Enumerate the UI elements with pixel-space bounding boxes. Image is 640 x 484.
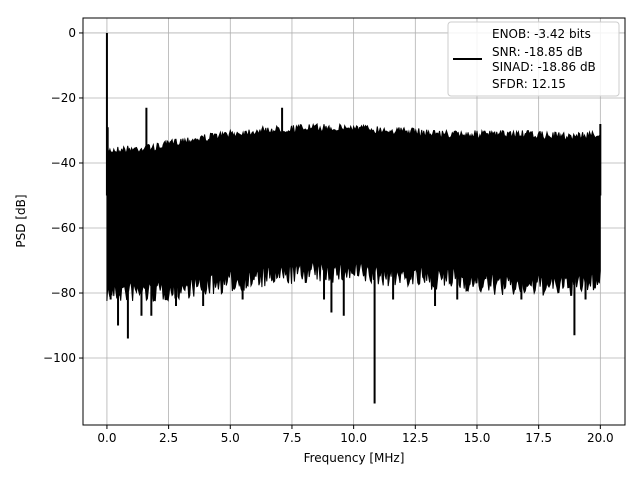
y-tick-label: 0 bbox=[68, 26, 76, 40]
y-tick-label: −80 bbox=[51, 286, 76, 300]
legend-enob: ENOB: -3.42 bits bbox=[492, 27, 591, 41]
y-tick-label: −100 bbox=[43, 351, 76, 365]
x-tick-label: 5.0 bbox=[221, 431, 240, 445]
x-tick-label: 20.0 bbox=[587, 431, 614, 445]
x-tick-label: 12.5 bbox=[402, 431, 429, 445]
psd-series bbox=[105, 32, 602, 404]
psd-noise-band bbox=[106, 122, 601, 302]
legend-box bbox=[447, 21, 620, 97]
x-axis-ticks: 0.0 2.5 5.0 7.5 10.0 12.5 15.0 17.5 20.0 bbox=[97, 425, 614, 445]
x-axis-label: Frequency [MHz] bbox=[304, 451, 405, 465]
legend: ENOB: -3.42 bits SNR: -18.85 dB SINAD: -… bbox=[447, 21, 620, 97]
y-tick-label: −60 bbox=[51, 221, 76, 235]
y-tick-label: −40 bbox=[51, 156, 76, 170]
x-tick-label: 7.5 bbox=[282, 431, 301, 445]
legend-sinad: SINAD: -18.86 dB bbox=[492, 60, 596, 74]
x-tick-label: 0.0 bbox=[97, 431, 116, 445]
y-axis-label: PSD [dB] bbox=[14, 194, 28, 247]
x-tick-label: 2.5 bbox=[159, 431, 178, 445]
legend-sfdr: SFDR: 12.15 bbox=[492, 77, 566, 91]
legend-snr: SNR: -18.85 dB bbox=[492, 45, 583, 59]
y-tick-label: −20 bbox=[51, 91, 76, 105]
x-tick-label: 17.5 bbox=[525, 431, 552, 445]
x-tick-label: 10.0 bbox=[340, 431, 367, 445]
y-axis-ticks: 0 −20 −40 −60 −80 −100 bbox=[43, 26, 83, 365]
x-tick-label: 15.0 bbox=[464, 431, 491, 445]
